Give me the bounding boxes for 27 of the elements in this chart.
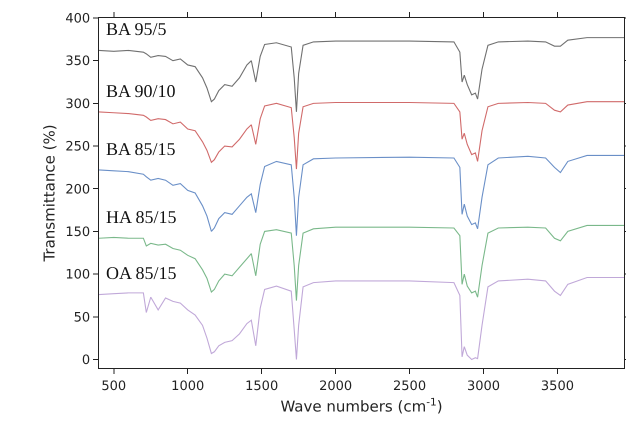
- y-tick-label: 250: [65, 140, 90, 155]
- y-tick-label: 100: [65, 268, 90, 283]
- line-series: [99, 37, 624, 112]
- line-series: [99, 101, 624, 170]
- y-axis-title: Transmittance (%): [40, 124, 59, 263]
- line-series: [99, 154, 624, 236]
- x-tick-label: 1500: [245, 378, 278, 394]
- y-tick-label: 0: [82, 353, 90, 368]
- y-tick-label: 350: [65, 54, 90, 70]
- series-label: OA 85/15: [106, 263, 177, 283]
- x-tick-label: 2500: [393, 378, 426, 394]
- y-tick-label: 300: [65, 96, 90, 112]
- series-label: BA 90/10: [106, 81, 176, 101]
- x-tick-label: 2000: [319, 378, 352, 394]
- y-tick-label: 150: [65, 224, 90, 240]
- series-label: BA 85/15: [106, 139, 176, 159]
- x-tick-label: 3000: [466, 378, 500, 394]
- x-tick-label: 1000: [171, 378, 204, 394]
- series-label: HA 85/15: [106, 207, 177, 227]
- y-tick-label: 200: [65, 182, 90, 198]
- x-tick-label: 3500: [540, 378, 574, 394]
- x-axis-title: Wave numbers (cm$^{-1}$): [280, 396, 443, 416]
- y-tick-label: 400: [65, 12, 90, 27]
- x-tick-label: 500: [101, 378, 126, 394]
- line-series: [99, 224, 624, 302]
- y-tick-label: 50: [74, 310, 90, 326]
- series-label: BA 95/5: [106, 19, 167, 39]
